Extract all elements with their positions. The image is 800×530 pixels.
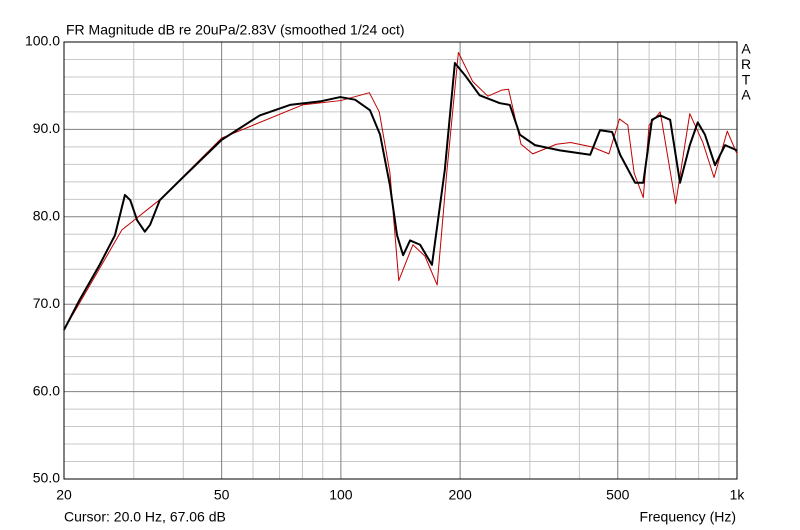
x-tick-label: 1k <box>730 487 746 503</box>
watermark-letter: A <box>741 87 751 103</box>
watermark-letter: A <box>741 41 751 57</box>
y-tick-label: 70.0 <box>33 295 60 311</box>
y-tick-label: 80.0 <box>33 208 60 224</box>
series-line <box>63 51 738 331</box>
x-tick-label: 500 <box>606 487 630 503</box>
chart-title: FR Magnitude dB re 20uPa/2.83V (smoothed… <box>66 22 405 38</box>
x-tick-label: 20 <box>56 487 72 503</box>
y-tick-label: 60.0 <box>33 382 60 398</box>
y-tick-label: 90.0 <box>33 120 60 136</box>
x-tick-label: 50 <box>214 487 230 503</box>
x-tick-label: 100 <box>329 487 353 503</box>
watermark-letter: R <box>741 56 751 72</box>
x-tick-label: 200 <box>448 487 472 503</box>
series-line <box>63 61 738 331</box>
x-axis-label: Frequency (Hz) <box>640 509 736 525</box>
plot-frame <box>63 41 738 480</box>
cursor-readout: Cursor: 20.0 Hz, 67.06 dB <box>64 509 226 525</box>
watermark-letter: T <box>742 71 751 87</box>
y-tick-label: 100.0 <box>25 33 60 49</box>
y-tick-label: 50.0 <box>33 470 60 486</box>
